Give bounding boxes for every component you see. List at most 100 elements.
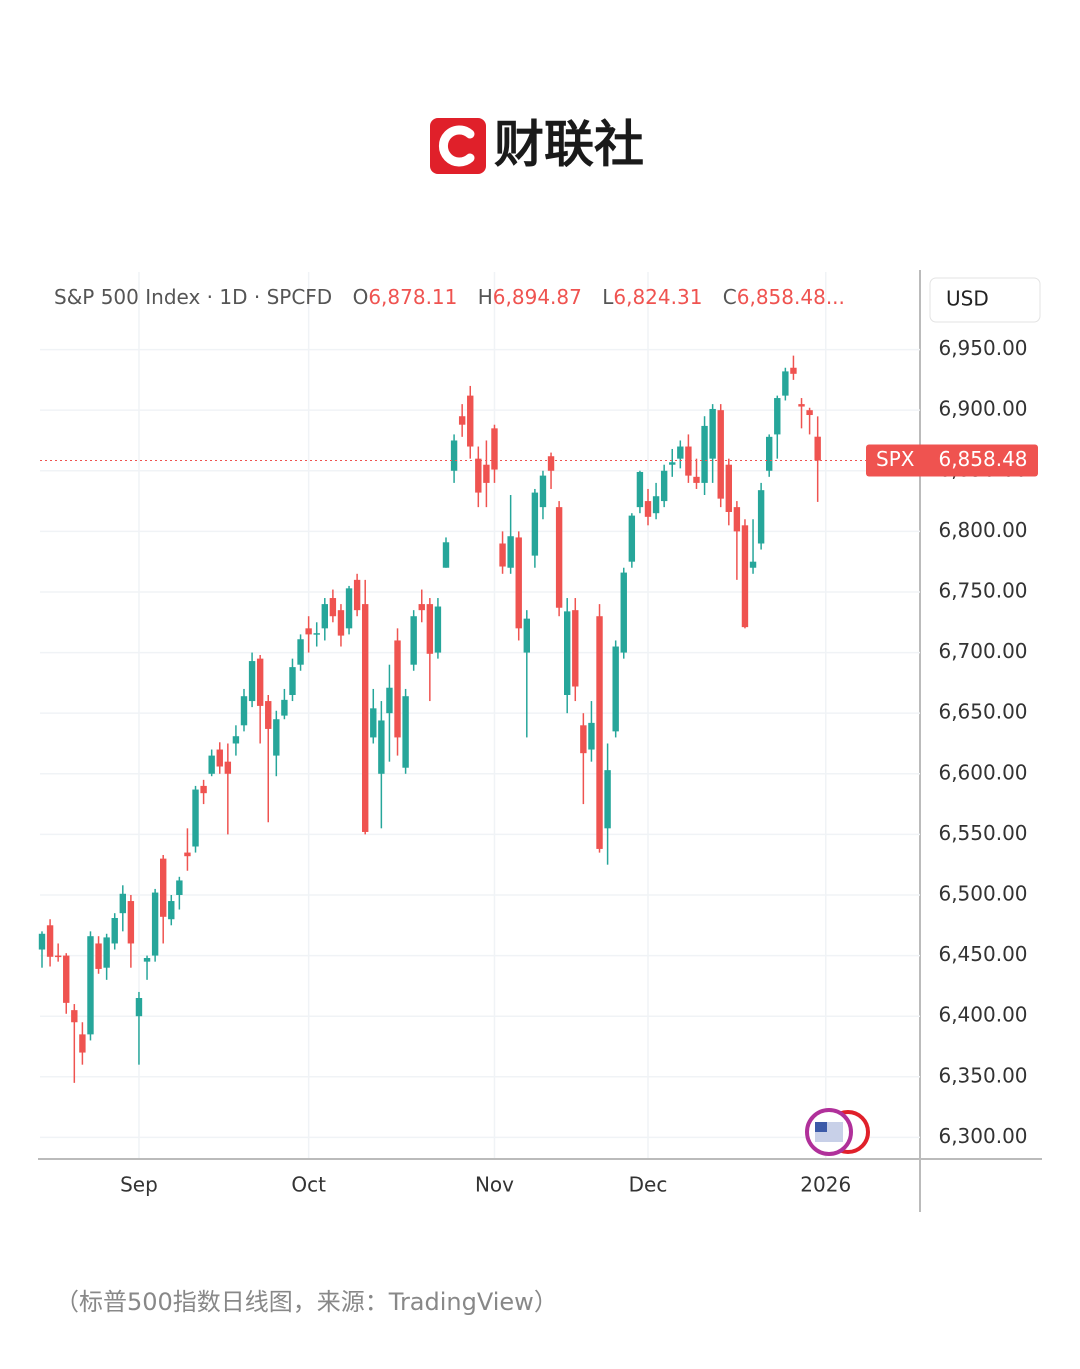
candle-body (467, 395, 474, 447)
candle-body (539, 475, 547, 508)
candle-body (273, 719, 280, 756)
candle-body (119, 893, 126, 914)
candle-body (362, 604, 369, 832)
chart-header: S&P 500 Index · 1D · SPCFD O6,878.11 H6,… (54, 285, 845, 309)
price-label-name: SPX (876, 447, 915, 471)
candle-body (402, 696, 409, 768)
candle-body (63, 955, 70, 1003)
candle-body (200, 785, 207, 794)
grid (40, 272, 920, 1158)
candle-body (248, 661, 256, 702)
candle-body (749, 561, 757, 568)
candle-body (790, 367, 797, 374)
y-tick-label: 6,550.00 (938, 821, 1027, 845)
y-tick-label: 6,350.00 (938, 1063, 1027, 1087)
candle-body (572, 610, 579, 687)
ohlc-key: O (353, 285, 369, 309)
candle-body (612, 646, 619, 732)
candle-body (491, 428, 498, 470)
candle-body (176, 880, 183, 895)
candle-body (410, 616, 417, 665)
x-tick-label: Nov (475, 1173, 514, 1197)
candle-body (232, 736, 240, 744)
candle-body (418, 604, 425, 611)
y-tick-label: 6,600.00 (938, 760, 1027, 784)
candle-body (87, 936, 94, 1035)
candle-body (636, 471, 644, 508)
candle-body (741, 525, 749, 628)
candle-body (216, 749, 223, 767)
candle-body (766, 436, 773, 471)
candle-body (224, 761, 232, 774)
candle-body (555, 507, 563, 608)
candle-body (111, 918, 118, 944)
candle-body (814, 436, 821, 461)
candle-body (353, 579, 361, 611)
candle-body (782, 371, 789, 396)
candle-body (386, 687, 393, 714)
candle-body (46, 925, 54, 957)
currency-button[interactable] (929, 277, 1041, 323)
y-tick-label: 6,700.00 (938, 639, 1027, 663)
candle-body (184, 852, 191, 857)
candle-body (798, 404, 805, 407)
candle-body (523, 618, 530, 653)
candle-body (434, 606, 442, 653)
ohlc-value: 6,894.87 (493, 285, 582, 309)
y-tick-label: 6,900.00 (938, 397, 1027, 421)
logo-c (438, 125, 475, 167)
candle-body (588, 722, 595, 750)
candle-body (652, 496, 660, 514)
ohlc-key: L (602, 285, 614, 309)
candle-body (426, 604, 434, 654)
ohlc-value: 6,878.11 (368, 285, 457, 309)
candle-body (321, 604, 328, 629)
candle-body (370, 708, 377, 738)
candle-body (345, 588, 353, 629)
candle-body (256, 658, 264, 706)
candle-body (329, 598, 337, 617)
candle-body (394, 640, 401, 738)
ohlc-value: 6,858.48... (737, 285, 845, 309)
currency[interactable]: USD (946, 287, 989, 311)
x-tick-label: Oct (291, 1173, 326, 1197)
flag-canton (815, 1122, 827, 1132)
caption: （标普500指数日线图，来源：TradingView） (55, 1288, 558, 1316)
y-tick-label: 6,300.00 (938, 1124, 1027, 1148)
x-tick-label: Sep (120, 1173, 158, 1197)
candle-body (483, 464, 490, 483)
candle-body (806, 410, 813, 416)
candle-body (757, 490, 765, 544)
candle-body (297, 639, 304, 665)
candle-body (580, 725, 587, 754)
price-label-box (866, 444, 1038, 477)
x-tick-label: Dec (629, 1173, 668, 1197)
x-tick-label: 2026 (800, 1173, 851, 1197)
candle-body (281, 699, 288, 716)
candle-body (160, 858, 167, 917)
candle-body (733, 507, 741, 532)
candle-body (442, 542, 450, 568)
candle-body (95, 943, 102, 969)
candle-body (337, 610, 345, 636)
candle-body (240, 696, 248, 726)
candle-body (693, 476, 700, 483)
candle-body (378, 720, 385, 774)
chart-title: S&P 500 Index · 1D · SPCFD (54, 285, 332, 309)
candle-body (143, 958, 151, 962)
candle-body (38, 933, 46, 950)
candle-body (168, 901, 175, 920)
candle-body (208, 755, 215, 774)
candle-body (192, 789, 199, 847)
flag-icon (805, 1108, 870, 1156)
y-tick-label: 6,400.00 (938, 1003, 1027, 1027)
candle-body (620, 572, 627, 653)
candle-body (628, 515, 636, 562)
ohlc-key: H (478, 285, 493, 309)
candle-body (709, 408, 716, 459)
candle-body (71, 1010, 78, 1023)
brand-logo: 财联社 (430, 116, 644, 174)
y-tick-label: 6,800.00 (938, 518, 1027, 542)
chart-panel (38, 270, 1042, 1212)
